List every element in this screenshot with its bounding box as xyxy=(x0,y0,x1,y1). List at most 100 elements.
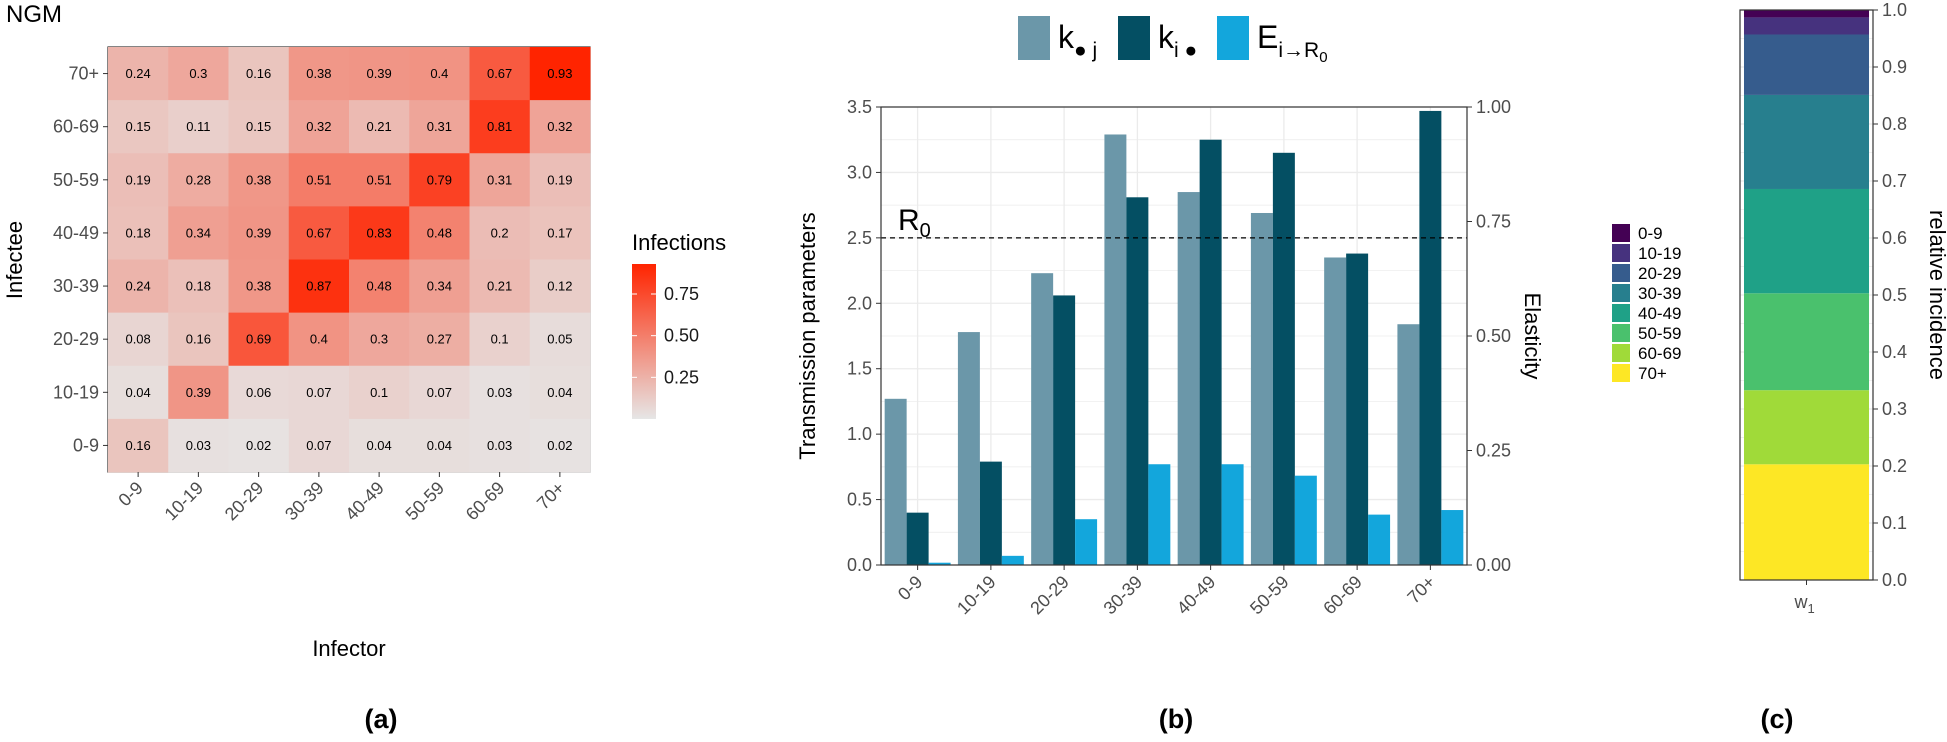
stack-segment-20-29 xyxy=(1743,34,1870,95)
heatmap-cell xyxy=(108,312,169,367)
stack-legend-label: 20-29 xyxy=(1638,264,1681,283)
stack-x-tick-main: w xyxy=(1794,592,1809,612)
heatmap-cell-value: 0.16 xyxy=(125,438,150,453)
heatmap-cell xyxy=(349,365,410,420)
stack-tick-label: 0.7 xyxy=(1882,171,1907,191)
bar-series-1 xyxy=(1346,253,1369,565)
heatmap-cell xyxy=(529,259,591,314)
heatmap-cell xyxy=(409,47,470,101)
heatmap-cell-value: 0.51 xyxy=(306,172,331,187)
bar-left-tick-label: 1.5 xyxy=(847,359,872,379)
bar-series-2 xyxy=(928,562,951,565)
heatmap-cell-value: 0.18 xyxy=(125,225,150,240)
heatmap-cell xyxy=(168,418,229,473)
stack-tick-label: 0.8 xyxy=(1882,114,1907,134)
bar-series-0 xyxy=(1177,192,1200,566)
heatmap-cell xyxy=(529,365,591,420)
panel-label-c: (c) xyxy=(1761,704,1794,734)
bar-left-tick-label: 3.0 xyxy=(847,162,872,182)
heatmap-cell-value: 0.07 xyxy=(306,385,331,400)
heatmap-legend-colorbar xyxy=(632,264,656,419)
heatmap-cell-value: 0.19 xyxy=(125,172,150,187)
heatmap-cell-value: 0.67 xyxy=(487,66,512,81)
heatmap-y-axis-title: Infectee xyxy=(2,221,27,299)
bar-series-1 xyxy=(1419,110,1442,565)
heatmap-cell xyxy=(349,259,410,314)
bar-left-tick-label: 0.5 xyxy=(847,490,872,510)
heatmap-cell-value: 0.69 xyxy=(246,332,271,347)
heatmap-cell xyxy=(168,259,229,314)
heatmap-cell-value: 0.24 xyxy=(125,66,150,81)
heatmap-x-tick-label: 20-29 xyxy=(221,478,268,525)
heatmap-cell-value: 0.18 xyxy=(186,279,211,294)
heatmap-cell xyxy=(529,153,591,207)
heatmap-cell-value: 0.12 xyxy=(547,279,572,294)
legend-label-main: k xyxy=(1058,19,1075,55)
r0-label-main: R xyxy=(898,204,920,237)
panel-label-b: (b) xyxy=(1159,704,1193,734)
bar-left-axis-title: Transmission parameters xyxy=(795,212,820,459)
heatmap-x-tick-label: 70+ xyxy=(533,478,569,514)
heatmap-cell xyxy=(409,206,470,260)
legend-label-1: ki ● xyxy=(1158,19,1197,62)
stack-segment-60-69 xyxy=(1743,390,1870,465)
heatmap-cell xyxy=(168,153,229,207)
heatmap-cell xyxy=(228,100,290,154)
heatmap-y-tick-label: 30-39 xyxy=(53,276,99,296)
heatmap-cell xyxy=(529,206,591,260)
heatmap-cell xyxy=(349,206,410,260)
heatmap-cell-value: 0.34 xyxy=(186,225,211,240)
panel-c-stacked-bar: 0.0 0.1 0.2 0.3 0.4 0.5 0.6 0.7 0.8 0.9 1.0 w1 rel… xyxy=(1612,0,1947,734)
bar-x-tick-label: 50-59 xyxy=(1246,572,1293,619)
heatmap-cell xyxy=(228,206,290,260)
stack-segment-50-59 xyxy=(1743,293,1870,391)
heatmap-cell-value: 0.32 xyxy=(306,119,331,134)
heatmap-cell-value: 0.19 xyxy=(547,172,572,187)
bar-left-tick-label: 1.0 xyxy=(847,424,872,444)
heatmap-color-legend: Infections 0.75 0.50 0.25 xyxy=(632,230,726,419)
stacked-y-axis-title: relative incidence xyxy=(1925,210,1947,380)
bar-series-1 xyxy=(979,461,1002,565)
stack-legend-label: 50-59 xyxy=(1638,324,1681,343)
bar-left-tick-label: 2.5 xyxy=(847,228,872,248)
heatmap-cell xyxy=(529,312,591,367)
heatmap-cell xyxy=(409,312,470,367)
heatmap-cell xyxy=(469,365,531,420)
heatmap-cell-value: 0.51 xyxy=(366,172,391,187)
legend-key-1 xyxy=(1118,16,1150,60)
heatmap-cell xyxy=(469,312,531,367)
heatmap-y-tick-label: 0-9 xyxy=(73,435,99,455)
heatmap-cell-value: 0.03 xyxy=(186,438,211,453)
heatmap-cell-value: 0.08 xyxy=(125,332,150,347)
heatmap-title: NGM xyxy=(6,1,62,28)
legend-label-main: E xyxy=(1257,19,1278,55)
r0-label-sub: 0 xyxy=(920,220,931,242)
heatmap-cell xyxy=(349,312,410,367)
heatmap-cell-value: 0.39 xyxy=(366,66,391,81)
stack-segment-30-39 xyxy=(1743,94,1870,189)
stack-x-tick-label: w1 xyxy=(1794,592,1815,616)
heatmap-cell xyxy=(288,47,350,101)
heatmap-cell-value: 0.05 xyxy=(547,332,572,347)
stack-legend-label: 70+ xyxy=(1638,364,1667,383)
stack-tick-label: 0.3 xyxy=(1882,399,1907,419)
stack-tick-label: 1.0 xyxy=(1882,0,1907,20)
stack-tick-label: 0.5 xyxy=(1882,285,1907,305)
heatmap-x-tick-label: 0-9 xyxy=(114,478,147,511)
bar-series-1 xyxy=(906,512,929,565)
bar-left-tick-label: 0.0 xyxy=(847,555,872,575)
stack-legend-key xyxy=(1612,364,1630,382)
heatmap-cell xyxy=(108,418,169,473)
legend-label-2: Ei→R0 xyxy=(1257,19,1328,66)
heatmap-cell xyxy=(228,259,290,314)
bar-series-2 xyxy=(1075,519,1098,565)
bar-series-1 xyxy=(1126,197,1149,565)
stack-tick-label: 0.9 xyxy=(1882,57,1907,77)
legend-key-2 xyxy=(1217,16,1249,60)
heatmap-cell-value: 0.3 xyxy=(370,332,388,347)
bar-x-tick-label: 10-19 xyxy=(953,572,1000,619)
heatmap-cell-value: 0.87 xyxy=(306,279,331,294)
bar-x-tick-label: 20-29 xyxy=(1026,572,1073,619)
heatmap-cell xyxy=(529,100,591,154)
